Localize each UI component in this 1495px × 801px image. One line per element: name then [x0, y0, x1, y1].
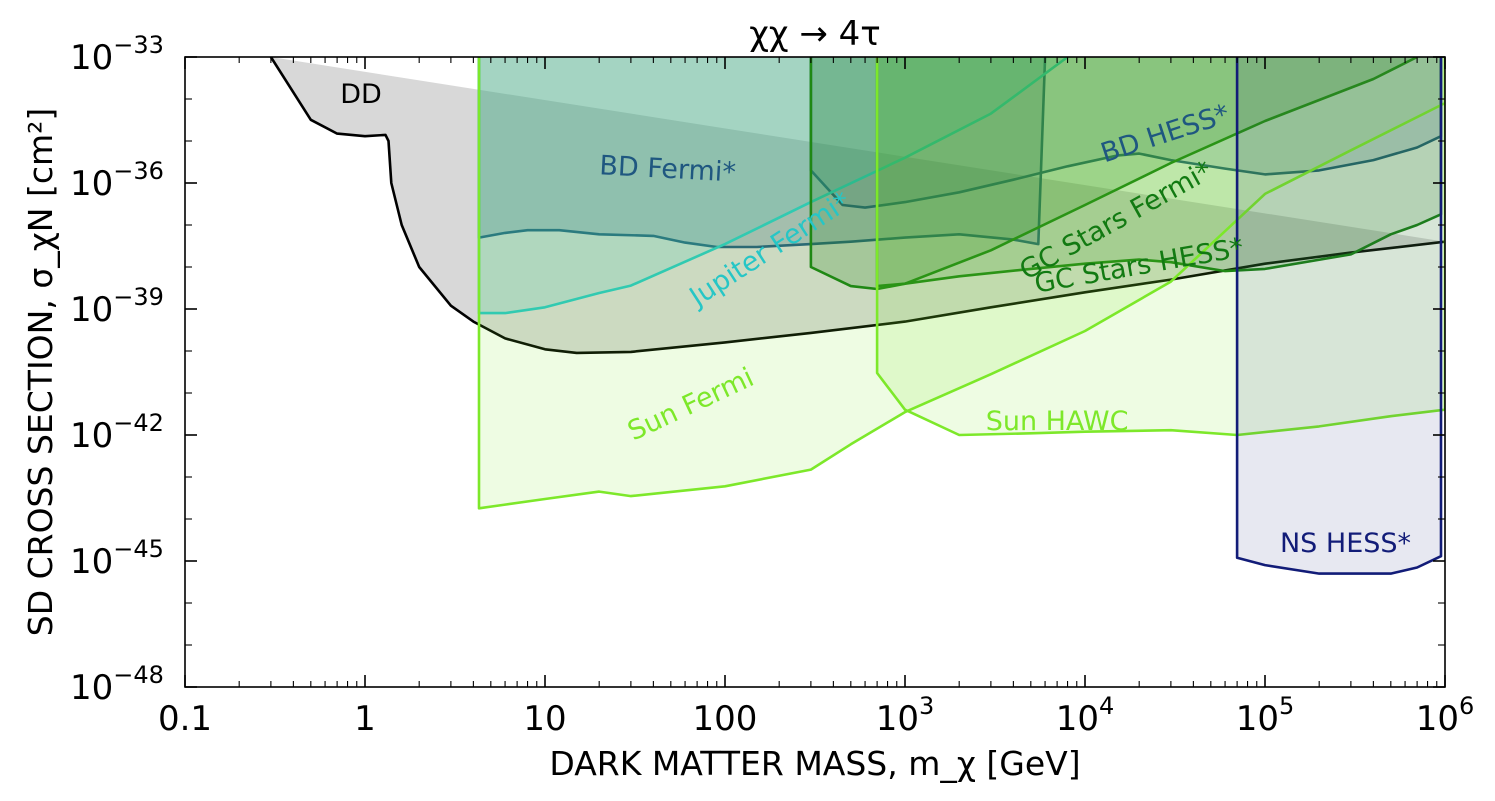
- series-line-bd-hess: [809, 57, 1443, 209]
- series-region-bd-fermi: [479, 57, 1046, 247]
- y-tick-label: 10−48: [70, 661, 164, 708]
- y-tick-label: 10−39: [70, 283, 164, 330]
- series-region-jupiter-fermi: [479, 57, 1068, 314]
- x-tick-label: 100: [693, 699, 758, 739]
- annotation-sun-hawc: Sun HAWC: [986, 406, 1129, 437]
- series-line-gc-stars-hess: [875, 57, 1443, 288]
- x-tick-label: 104: [1056, 692, 1115, 739]
- x-tick-label: 1: [354, 699, 376, 739]
- x-tick-label: 0.1: [158, 699, 212, 739]
- series-line-ns-hess: [1235, 57, 1443, 575]
- x-axis-title: DARK MATTER MASS, m_χ [GeV]: [549, 744, 1080, 783]
- series-line-dd: [269, 57, 1445, 355]
- x-tick-label: 105: [1236, 692, 1295, 739]
- annotation-ns-hess: NS HESS*: [1280, 528, 1411, 559]
- series-line-gc-stars-fermi: [809, 57, 1418, 291]
- series-region-gc-stars-hess: [877, 57, 1441, 287]
- series-region-ns-hess: [1237, 57, 1441, 574]
- series-region-gc-stars-fermi: [810, 57, 1418, 289]
- x-tick-label: 10: [523, 699, 566, 739]
- x-tick-label: 106: [1416, 692, 1475, 739]
- series-region-bd-hess: [810, 57, 1441, 208]
- annotation-dd: DD: [340, 79, 382, 110]
- y-tick-label: 10−42: [70, 409, 164, 456]
- chart-title: χχ → 4τ: [749, 14, 880, 54]
- series-region-sun-fermi: [479, 57, 1445, 509]
- series-line-sun-hawc: [875, 57, 1445, 437]
- plot-frame: [184, 56, 1446, 688]
- series-line-jupiter-fermi: [477, 57, 1069, 315]
- x-tick-label: 103: [876, 692, 935, 739]
- tick-layer: 0.1 1 10 100 103 104 105 106 10−48 10−45 10−42 10−3…: [70, 31, 1474, 739]
- y-tick-label: 10−45: [70, 535, 164, 582]
- series-region-dd: [270, 57, 1445, 353]
- y-axis-title: SD CROSS SECTION, σ_χN [cm²]: [21, 108, 60, 636]
- annotation-bd-fermi: BD Fermi*: [599, 150, 737, 188]
- series-line-sun-fermi: [477, 57, 1445, 510]
- series-layer: [269, 57, 1445, 575]
- y-tick-label: 10−36: [70, 157, 164, 204]
- series-region-sun-hawc: [877, 57, 1445, 435]
- y-tick-label: 10−33: [70, 31, 164, 78]
